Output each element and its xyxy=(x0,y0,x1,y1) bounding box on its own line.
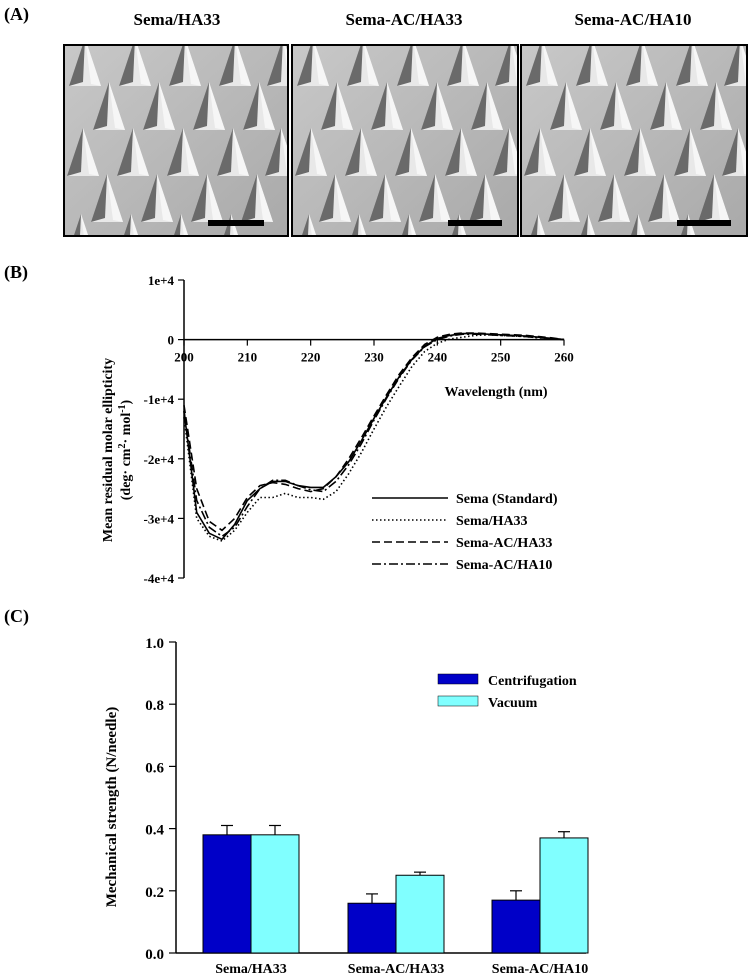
bar-legend-label: Centrifugation xyxy=(488,674,577,689)
bar-centrifugation-1 xyxy=(202,834,252,954)
cd-y-tick-label: -3e+4 xyxy=(143,511,174,526)
cd-x-tick-label: 240 xyxy=(428,350,448,365)
microneedle-array-image-2 xyxy=(293,46,517,235)
bar-centrifugation-3 xyxy=(491,899,541,954)
cd-series-line-2 xyxy=(183,333,565,542)
cd-series-line-4 xyxy=(183,333,565,538)
sem-image-1-title: Sema/HA33 xyxy=(133,10,221,29)
cd-y-tick-label: 0 xyxy=(168,333,175,348)
cd-x-axis-label: Wavelength (nm) xyxy=(444,385,547,400)
bar-legend-swatch xyxy=(437,673,479,685)
cd-y-tick-label: -4e+4 xyxy=(143,571,174,586)
cd-spectrum-chart: 1e+4 0 -1e+4 -2e+4 -3e+4 -4e+4 200 210 220 230 240… xyxy=(101,273,574,586)
scale-bar-2 xyxy=(448,220,502,226)
bar-y-tick-label: 0.0 xyxy=(145,947,164,963)
cd-legend-label: Sema/HA33 xyxy=(456,514,528,529)
bar-vacuum-1 xyxy=(250,834,300,954)
sem-image-2-title: Sema-AC/HA33 xyxy=(345,10,463,29)
bar-y-tick-label: 1.0 xyxy=(145,636,164,652)
bar-y-tick-label: 0.8 xyxy=(145,698,164,714)
cd-legend-label: Sema (Standard) xyxy=(456,492,558,507)
cd-x-tick-label: 200 xyxy=(174,350,194,365)
sem-image-3 xyxy=(520,44,748,237)
panel-c-label: (C) xyxy=(4,606,29,626)
panel-a-label: (A) xyxy=(4,4,29,24)
bar-y-axis-label: Mechanical strength (N/needle) xyxy=(104,707,120,908)
microneedle-array-image-1 xyxy=(65,46,287,235)
microneedle-array-image-3 xyxy=(522,46,746,235)
cd-x-tick-label: 230 xyxy=(364,350,384,365)
cd-x-tick-label: 250 xyxy=(491,350,511,365)
cd-x-tick-label: 220 xyxy=(301,350,321,365)
bar-category-label: Sema-AC/HA10 xyxy=(492,962,588,977)
cd-y-tick-label: 1e+4 xyxy=(148,273,175,288)
panel-b-label: (B) xyxy=(4,262,28,282)
sem-image-2 xyxy=(291,44,519,237)
cd-x-tick-label: 260 xyxy=(554,350,574,365)
scale-bar-1 xyxy=(208,220,264,226)
bar-y-tick-label: 0.6 xyxy=(145,760,164,776)
scale-bar-3 xyxy=(677,220,731,226)
cd-legend-label: Sema-AC/HA10 xyxy=(456,558,552,573)
bar-vacuum-2 xyxy=(395,874,445,954)
bar-vacuum-3 xyxy=(539,837,589,954)
cd-x-tick-label: 210 xyxy=(238,350,258,365)
bar-centrifugation-2 xyxy=(347,902,397,954)
bar-category-label: Sema-AC/HA33 xyxy=(348,962,444,977)
sem-image-3-title: Sema-AC/HA10 xyxy=(574,10,692,29)
mechanical-strength-chart: 0.0 0.2 0.4 0.6 0.8 1.0 Sema/HA33 Sema-AC/HA33 S… xyxy=(104,636,589,977)
cd-y-axis-label-line1: Mean residual molar ellipticity xyxy=(101,358,116,542)
cd-y-tick-label: -1e+4 xyxy=(143,392,174,407)
bar-y-tick-label: 0.4 xyxy=(145,823,164,839)
cd-legend-label: Sema-AC/HA33 xyxy=(456,536,552,551)
cd-y-tick-label: -2e+4 xyxy=(143,452,174,467)
bar-legend-swatch xyxy=(437,695,479,707)
cd-y-axis-label-line2: (deg· cm2· mol-1) xyxy=(117,399,135,500)
bar-y-tick-label: 0.2 xyxy=(145,885,164,901)
bar-category-label: Sema/HA33 xyxy=(215,962,287,977)
bar-legend-label: Vacuum xyxy=(488,696,538,711)
sem-image-1 xyxy=(63,44,289,237)
cd-series-line-3 xyxy=(183,332,565,532)
